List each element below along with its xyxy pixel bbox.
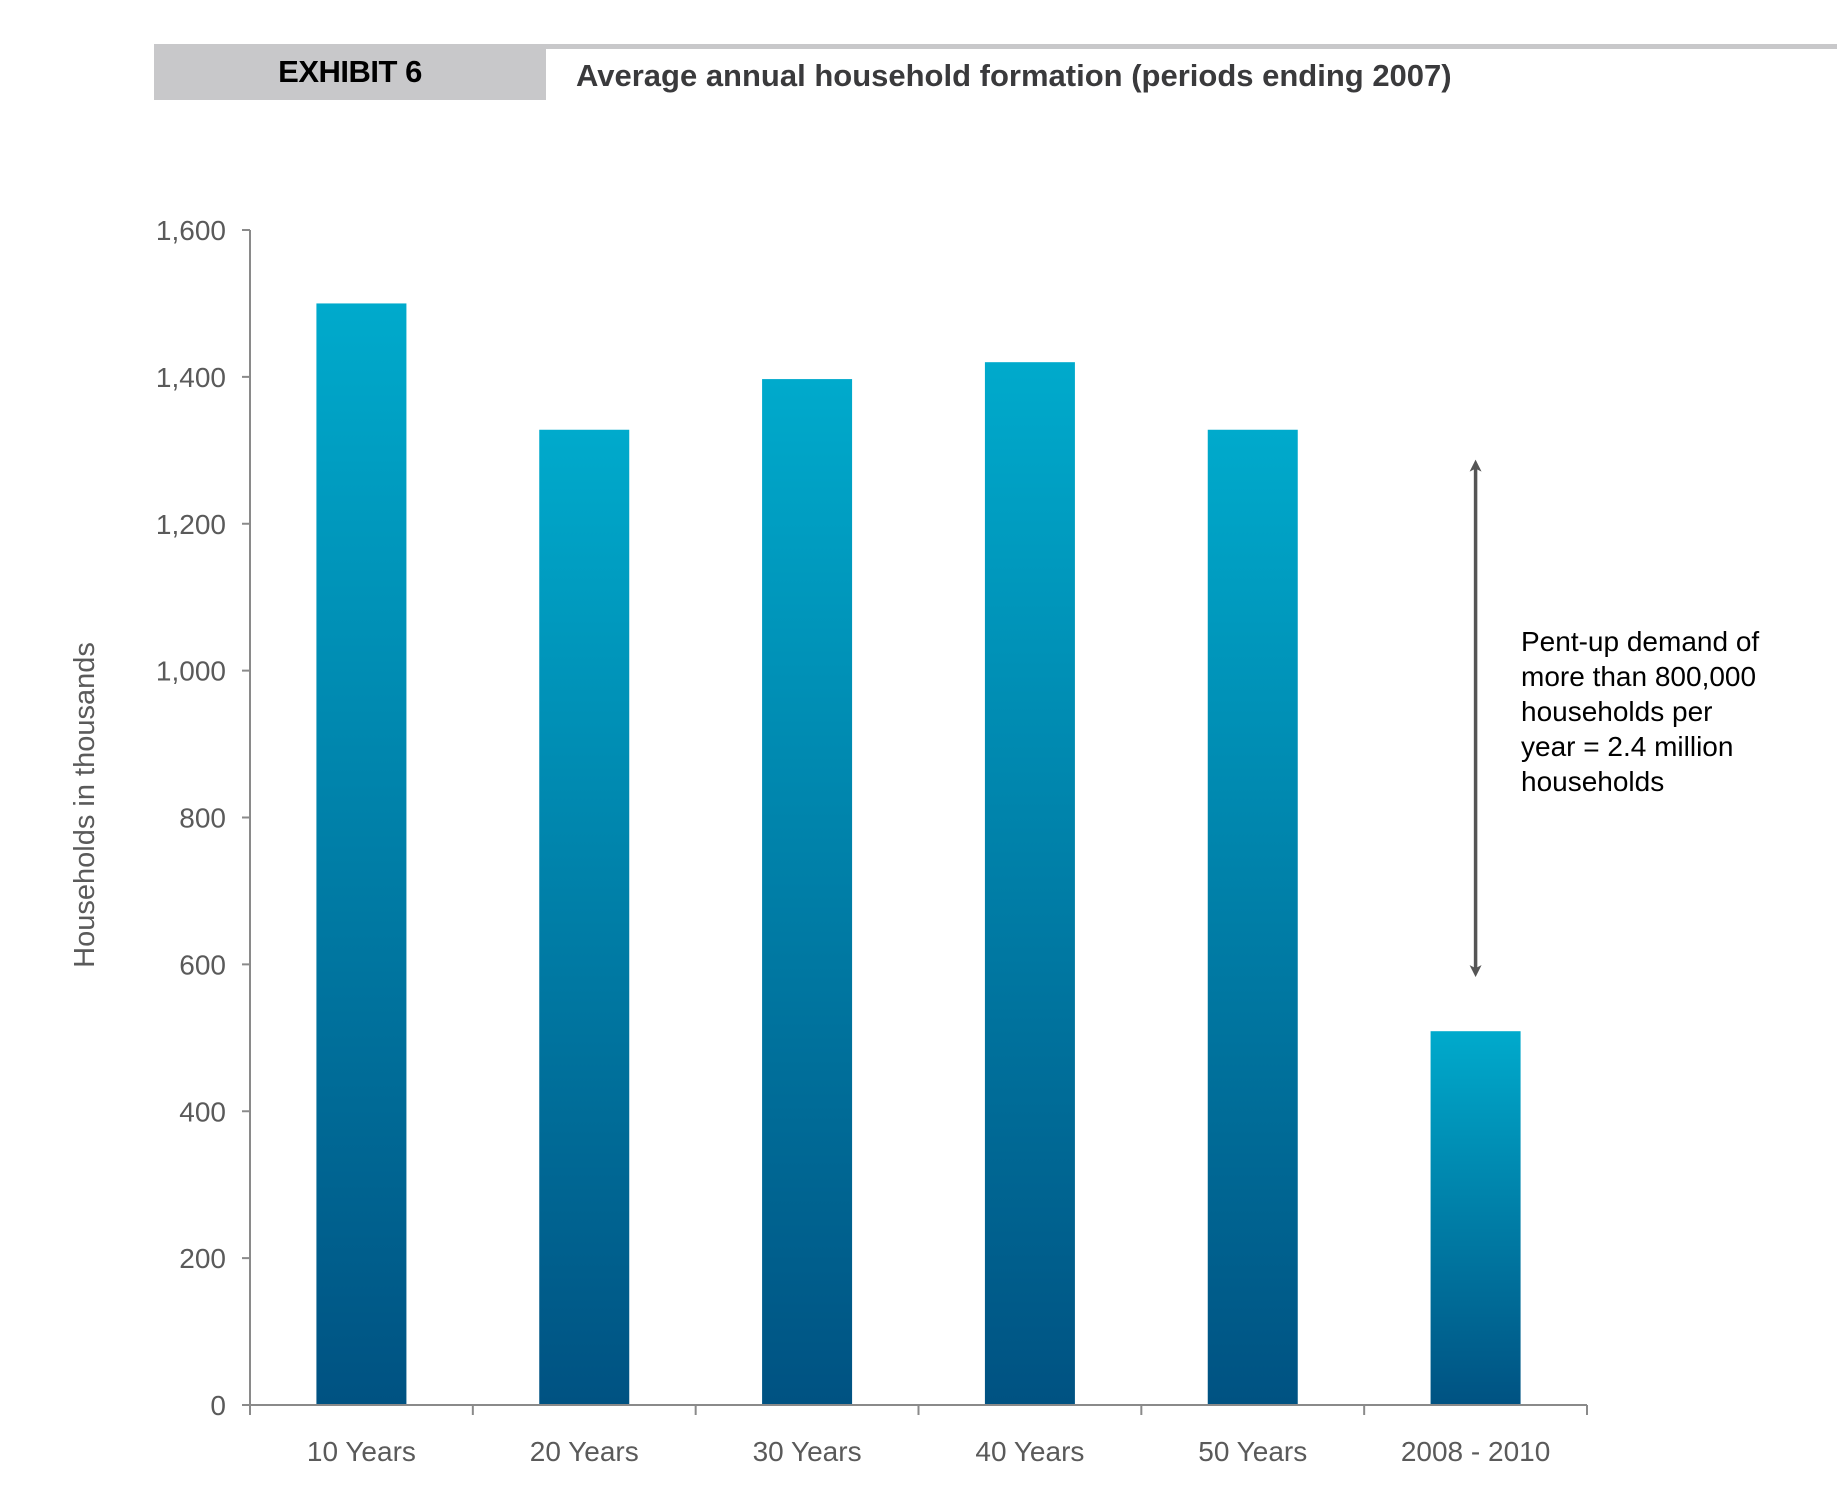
labels-layer: 0 200 400 600 800 1,000 1,200 1,400 1,600 10 Year…	[156, 215, 1550, 1467]
x-tick-label: 40 Years	[975, 1436, 1084, 1467]
x-tick-label: 10 Years	[307, 1436, 416, 1467]
x-tick-label: 20 Years	[530, 1436, 639, 1467]
y-tick-label: 1,000	[156, 656, 226, 687]
exhibit-badge	[154, 44, 546, 100]
x-tick-label: 2008 - 2010	[1401, 1436, 1550, 1467]
chart-title: Average annual household formation (peri…	[576, 58, 1452, 93]
x-tick-label: 50 Years	[1198, 1436, 1307, 1467]
bar-20-years	[539, 429, 630, 1405]
bar-2008-2010	[1430, 1031, 1521, 1405]
title-rule	[546, 44, 1837, 49]
x-tick-label: 30 Years	[753, 1436, 862, 1467]
bars-layer	[316, 303, 1521, 1405]
bar-10-years	[316, 303, 407, 1405]
y-tick-label: 600	[179, 949, 226, 980]
axes-layer	[242, 229, 1588, 1415]
y-tick-label: 200	[179, 1243, 226, 1274]
y-tick-label: 1,600	[156, 215, 226, 246]
bar-40-years	[984, 362, 1075, 1405]
bar-50-years	[1207, 429, 1298, 1405]
y-tick-label: 1,200	[156, 509, 226, 540]
y-axis-title: Households in thousands	[69, 642, 101, 968]
bar-30-years	[762, 379, 853, 1405]
pent-up-demand-annotation: Pent-up demand of more than 800,000 hous…	[1521, 626, 1760, 797]
exhibit-label: EXHIBIT 6	[278, 54, 422, 89]
y-tick-label: 1,400	[156, 362, 226, 393]
y-tick-label: 800	[179, 803, 226, 834]
y-tick-label: 400	[179, 1096, 226, 1127]
y-tick-label: 0	[210, 1390, 226, 1421]
